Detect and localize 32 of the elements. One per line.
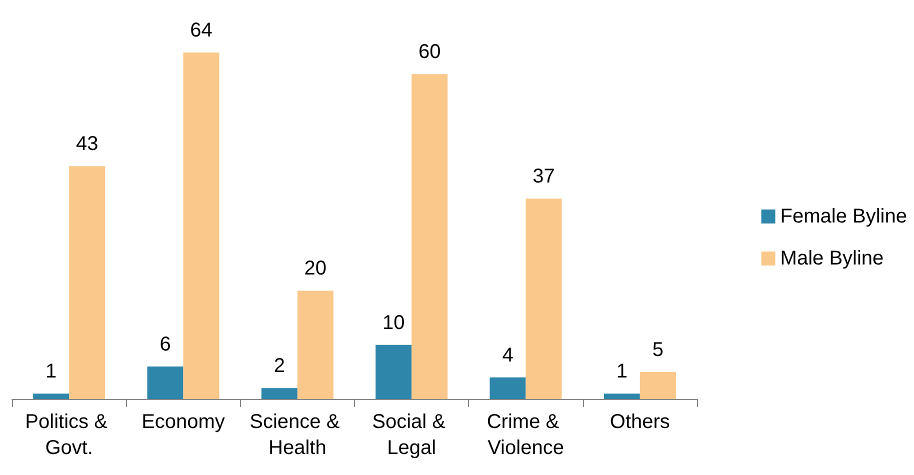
data-label: 43 bbox=[76, 133, 98, 156]
x-tick-label: Others bbox=[610, 411, 670, 433]
data-label: 1 bbox=[616, 360, 628, 383]
data-label: 1 bbox=[46, 360, 57, 383]
bar bbox=[526, 198, 562, 399]
data-label: 20 bbox=[304, 258, 327, 280]
bar bbox=[604, 394, 640, 399]
data-label: 2 bbox=[274, 355, 285, 378]
bar bbox=[640, 372, 676, 399]
bar bbox=[183, 52, 220, 399]
data-label: 10 bbox=[382, 312, 405, 334]
bar bbox=[69, 166, 106, 399]
x-tick-label: Science & Health bbox=[250, 411, 346, 459]
bar bbox=[261, 388, 298, 399]
bar bbox=[147, 366, 184, 399]
x-tick-label: Social & Legal bbox=[372, 411, 452, 459]
data-label: 37 bbox=[532, 166, 555, 188]
bar bbox=[490, 377, 526, 399]
bar bbox=[297, 290, 334, 399]
bar bbox=[376, 344, 412, 399]
legend-label: Male Byline bbox=[780, 248, 884, 270]
bar bbox=[33, 394, 70, 399]
data-label: 64 bbox=[190, 19, 212, 42]
x-tick-label: Politics & Govt. bbox=[25, 411, 113, 459]
bar bbox=[412, 74, 448, 399]
data-label: 60 bbox=[418, 41, 441, 64]
legend-label: Female Byline bbox=[780, 206, 907, 228]
x-tick-label: Economy bbox=[142, 411, 225, 433]
x-tick-label: Crime & Violence bbox=[486, 411, 565, 459]
data-label: 6 bbox=[160, 334, 171, 356]
data-label: 4 bbox=[502, 344, 514, 366]
data-label: 5 bbox=[652, 338, 664, 361]
